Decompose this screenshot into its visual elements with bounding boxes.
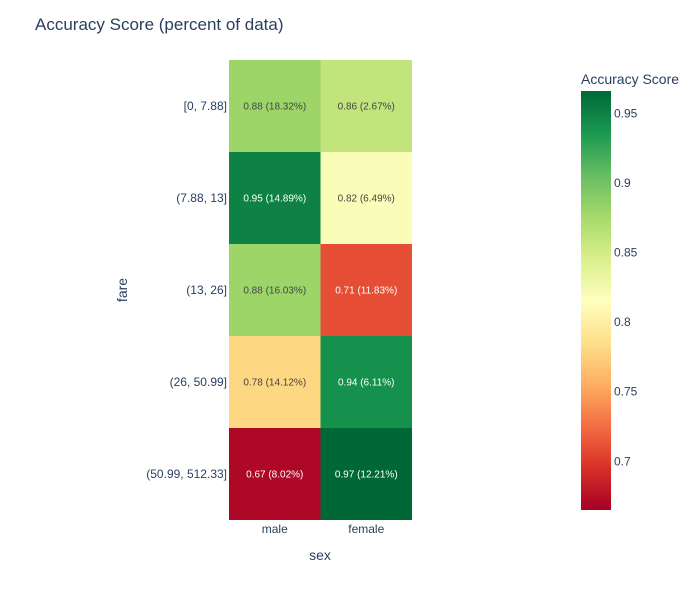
colorbar-tick-label: 0.75 [614,385,638,399]
y-tick-label: (13, 26] [186,283,227,297]
colorbar-ticks: 0.7 0.75 0.8 0.85 0.9 0.95 [614,106,638,468]
colorbar-tick-label: 0.85 [614,245,638,259]
y-tick-label: (7.88, 13] [176,191,227,205]
heatmap-cell-label: 0.94 (6.11%) [338,378,395,389]
colorbar-tick-label: 0.9 [614,176,631,190]
y-axis-ticks: [0, 7.88] (7.88, 13] (13, 26] (26, 50.99] (5… [146,99,227,481]
colorbar: Accuracy Score 0.7 0.75 0.8 0.85 0.9 0.95 [581,71,679,510]
heatmap-cell [320,60,412,152]
heatmap-cell-label: 0.78 (14.12%) [243,378,306,389]
heatmap-cell [320,152,412,244]
heatmap-cell-label: 0.88 (16.03%) [243,286,306,297]
heatmap-cells [229,60,412,520]
heatmap-cell-label: 0.95 (14.89%) [243,194,306,205]
x-tick-label: female [348,522,384,536]
heatmap-cell-label: 0.67 (8.02%) [246,470,303,481]
x-axis-title: sex [309,547,331,563]
y-tick-label: (26, 50.99] [170,375,227,389]
y-axis-title: fare [114,278,130,302]
colorbar-tick-label: 0.8 [614,315,631,329]
heatmap-cell [320,336,412,428]
heatmap-cell [229,428,321,520]
x-axis-ticks: male female [262,522,385,536]
colorbar-tick-label: 0.7 [614,454,631,468]
chart-title: Accuracy Score (percent of data) [35,15,284,34]
heatmap-cell-labels: 0.88 (18.32%) 0.86 (2.67%) 0.95 (14.89%) 0.… [243,102,397,481]
heatmap-cell [229,244,321,336]
heatmap-cell-label: 0.71 (11.83%) [335,286,397,297]
heatmap-cell-label: 0.88 (18.32%) [243,102,306,113]
heatmap-cell [229,60,321,152]
colorbar-title: Accuracy Score [581,71,679,87]
y-tick-label: (50.99, 512.33] [146,467,227,481]
heatmap-cell-label: 0.82 (6.49%) [338,194,395,205]
heatmap-cell [320,244,412,336]
heatmap-cell-label: 0.86 (2.67%) [338,102,395,113]
heatmap-cell [229,152,321,244]
heatmap-cell [320,428,412,520]
colorbar-gradient [581,91,611,510]
x-tick-label: male [262,522,288,536]
colorbar-tick-label: 0.95 [614,106,638,120]
heatmap-cell-label: 0.97 (12.21%) [335,470,398,481]
y-tick-label: [0, 7.88] [184,99,227,113]
heatmap-cell [229,336,321,428]
